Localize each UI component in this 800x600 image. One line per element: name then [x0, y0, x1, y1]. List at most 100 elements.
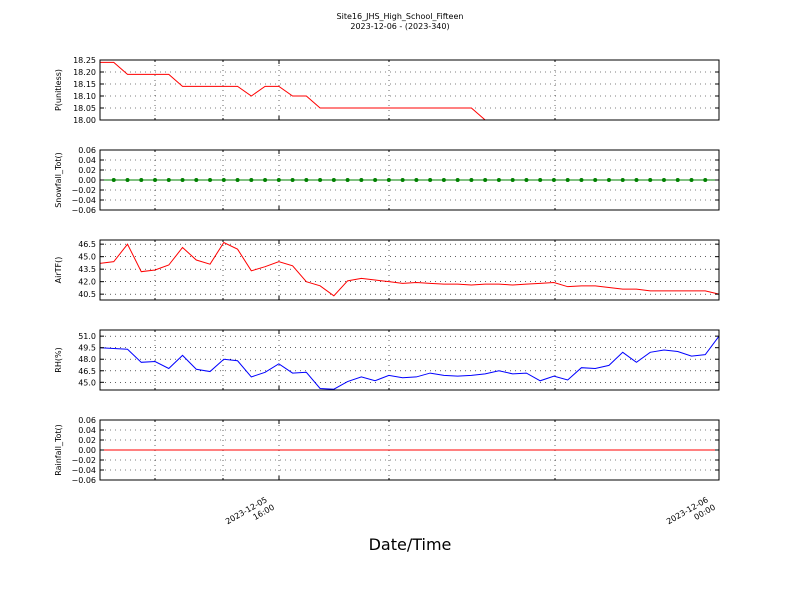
- data-point: [661, 178, 666, 182]
- data-point: [510, 178, 515, 182]
- data-point: [565, 178, 570, 182]
- data-point: [276, 178, 281, 182]
- y-tick-label: 49.5: [78, 344, 96, 353]
- data-point: [414, 178, 419, 182]
- data-point: [441, 178, 446, 182]
- y-axis-label: AirTF(): [54, 257, 63, 284]
- panel-1: 18.00 18.05 18.10 18.15 18.20 18.25 P(unitless…: [54, 56, 720, 125]
- y-tick-label: 51.0: [78, 332, 96, 341]
- series-line: [100, 61, 719, 121]
- series-line: [99, 241, 720, 297]
- y-tick-label: 18.05: [73, 104, 96, 113]
- panel-3: 40.5 42.0 43.5 45.0 46.5 AirTF(): [54, 239, 720, 301]
- y-axis-label: Rainfall_Tot(): [54, 424, 63, 476]
- data-point: [111, 178, 116, 182]
- y-tick-label: 46.5: [78, 367, 96, 376]
- data-point: [551, 178, 556, 182]
- y-tick-label: 0.06: [78, 146, 96, 155]
- panel-2: −0.06−0.04−0.020.000.020.040.06 Snowfall_…: [54, 146, 720, 215]
- y-tick-label: 40.5: [78, 290, 96, 299]
- y-axis-label: Snowfall_Tot(): [54, 152, 63, 208]
- data-point: [318, 178, 323, 182]
- data-point: [524, 178, 529, 182]
- y-tick-label: 18.00: [73, 116, 96, 125]
- data-point: [689, 178, 694, 182]
- data-point: [579, 178, 584, 182]
- x-axis-ticks: 2023-12-05 16:00 2023-12-06 00:00: [224, 494, 717, 535]
- data-point: [538, 178, 543, 182]
- data-point: [221, 178, 226, 182]
- x-axis-label: Date/Time: [369, 535, 452, 554]
- gridlines: [100, 60, 720, 120]
- panel-5: −0.06−0.04−0.020.000.020.040.06 Rainfall_…: [54, 416, 720, 485]
- data-point: [400, 178, 405, 182]
- y-tick-label: 18.20: [73, 68, 96, 77]
- y-tick-label: 48.0: [78, 355, 96, 364]
- data-point: [125, 178, 130, 182]
- gridlines: [100, 330, 720, 390]
- data-point: [675, 178, 680, 182]
- y-axis-label: RH(%): [54, 347, 63, 372]
- y-tick-label: −0.04: [71, 466, 96, 475]
- data-point: [469, 178, 474, 182]
- data-point: [359, 178, 364, 182]
- y-tick-label: 42.0: [78, 278, 96, 287]
- x-tick-label-1: 2023-12-05 16:00: [224, 494, 276, 535]
- chart-subtitle: 2023-12-06 - (2023-340): [350, 22, 449, 31]
- panel-4: 45.0 46.5 48.0 49.5 51.0 RH(%): [54, 329, 720, 391]
- plot-frame: [99, 239, 720, 301]
- plot-frame: [99, 59, 720, 121]
- data-point: [483, 178, 488, 182]
- data-point: [345, 178, 350, 182]
- y-tick-label: −0.02: [71, 456, 96, 465]
- y-tick-label: 18.25: [73, 56, 96, 65]
- data-point: [139, 178, 144, 182]
- data-point: [620, 178, 625, 182]
- y-tick-label: 0.02: [78, 166, 96, 175]
- data-point: [180, 178, 185, 182]
- data-point: [331, 178, 336, 182]
- y-axis-label: P(unitless): [54, 69, 63, 111]
- y-tick-label: 0.04: [78, 426, 96, 435]
- data-point: [703, 178, 708, 182]
- y-tick-label: 18.15: [73, 80, 96, 89]
- y-tick-label: −0.06: [71, 206, 96, 215]
- y-tick-label: 0.06: [78, 416, 96, 425]
- y-tick-label: −0.06: [71, 476, 96, 485]
- data-point: [194, 178, 199, 182]
- data-point: [166, 178, 171, 182]
- plot-frame: [99, 329, 720, 391]
- chart-title: Site16_JHS_High_School_Fifteen: [337, 12, 464, 21]
- data-point: [455, 178, 460, 182]
- y-tick-label: 0.04: [78, 156, 96, 165]
- data-point: [249, 178, 254, 182]
- data-point: [606, 178, 611, 182]
- y-tick-label: −0.04: [71, 196, 96, 205]
- panels: 18.00 18.05 18.10 18.15 18.20 18.25 P(unitless…: [54, 56, 720, 485]
- data-point: [235, 178, 240, 182]
- data-point: [428, 178, 433, 182]
- data-point: [386, 178, 391, 182]
- y-tick-label: 45.0: [78, 378, 96, 387]
- y-tick-label: 18.10: [73, 92, 96, 101]
- data-point: [263, 178, 268, 182]
- data-point: [496, 178, 501, 182]
- series-line: [99, 335, 720, 390]
- data-point: [648, 178, 653, 182]
- y-tick-label: 43.5: [78, 265, 96, 274]
- data-point: [153, 178, 158, 182]
- y-tick-label: −0.02: [71, 186, 96, 195]
- gridlines: [100, 240, 720, 300]
- x-tick-label-2: 2023-12-06 00:00: [665, 494, 717, 535]
- data-point: [373, 178, 378, 182]
- data-point: [593, 178, 598, 182]
- data-point: [634, 178, 639, 182]
- y-tick-label: 0.00: [78, 176, 96, 185]
- data-point: [208, 178, 213, 182]
- y-tick-label: 45.0: [78, 253, 96, 262]
- data-point: [290, 178, 295, 182]
- data-point: [304, 178, 309, 182]
- y-tick-label: 0.02: [78, 436, 96, 445]
- y-tick-label: 46.5: [78, 240, 96, 249]
